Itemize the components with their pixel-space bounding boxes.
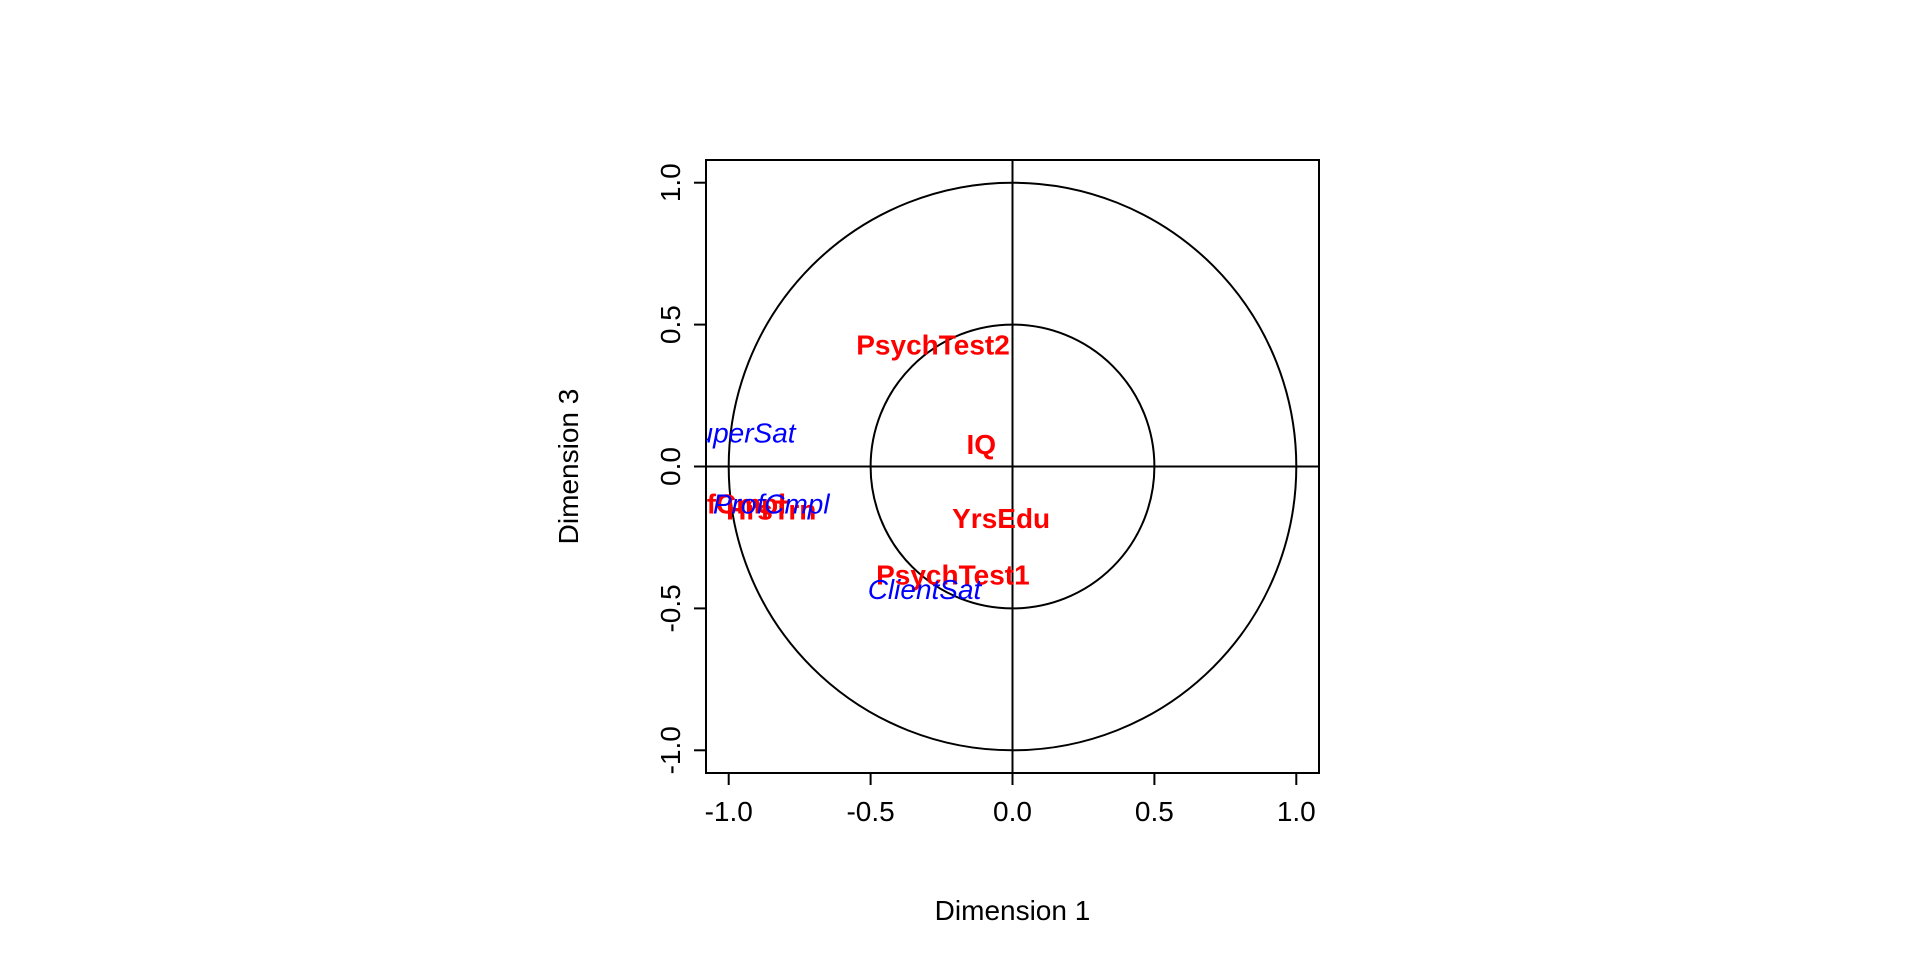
- point-label: PsychTest1: [876, 560, 1030, 591]
- point-label: ProfCmpl: [713, 489, 830, 520]
- x-axis-title: Dimension 1: [935, 895, 1091, 926]
- x-tick-label: 0.5: [1135, 796, 1174, 827]
- y-tick-label: -0.5: [655, 584, 686, 632]
- x-tick-label: 0.0: [993, 796, 1032, 827]
- y-tick-label: -1.0: [655, 726, 686, 774]
- variable-labels: PsychTest2 IQ YrsEdu PsychTest1 HrsTrnProfCm…: [660, 330, 1050, 605]
- point-label: IQ: [967, 429, 997, 460]
- point-label: YrsEdu: [952, 503, 1050, 534]
- y-tick-label: 1.0: [655, 163, 686, 202]
- point-label: HrsTrn: [726, 494, 816, 525]
- y-tick-label: 0.0: [655, 447, 686, 486]
- point-label: ProfCmpl: [660, 489, 786, 520]
- x-tick-label: 1.0: [1277, 796, 1316, 827]
- reference-lines: [706, 160, 1319, 773]
- y-tick-label: 0.5: [655, 305, 686, 344]
- point-label: PsychTest2: [856, 330, 1010, 361]
- x-tick-label: -1.0: [705, 796, 753, 827]
- point-label: SuperSat: [679, 418, 797, 449]
- y-axis-title: Dimension 3: [553, 389, 584, 545]
- x-tick-label: -0.5: [846, 796, 894, 827]
- point-label: ClientSat: [868, 574, 983, 605]
